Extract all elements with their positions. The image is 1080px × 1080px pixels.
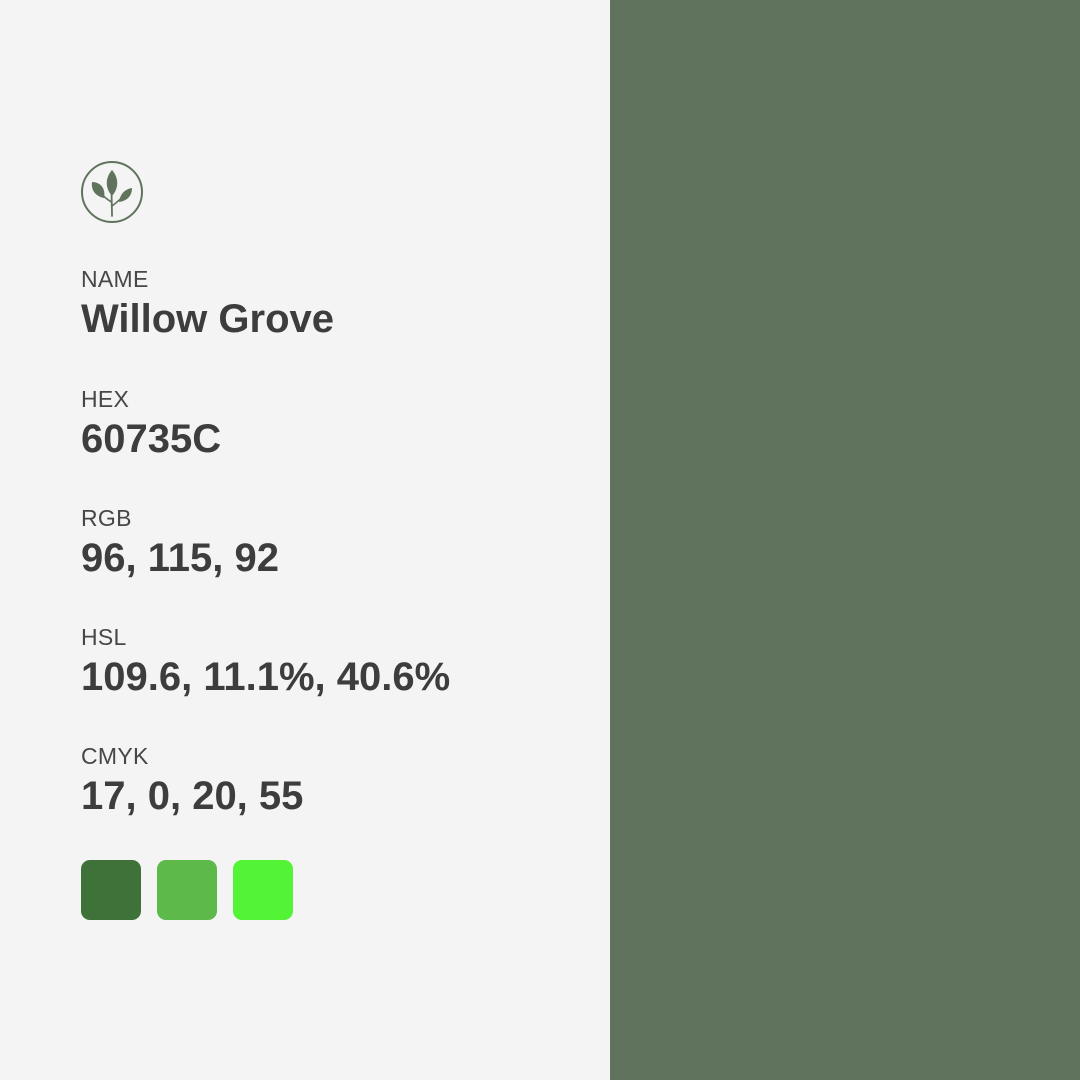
leaf-sprig-icon — [81, 161, 143, 223]
name-label: NAME — [81, 266, 149, 292]
rgb-label: RGB — [81, 505, 132, 531]
hex-field: HEX 60735C — [81, 385, 221, 462]
cmyk-label: CMYK — [81, 743, 149, 769]
name-field: NAME Willow Grove — [81, 265, 334, 342]
hex-value: 60735C — [81, 417, 222, 461]
hsl-value: 109.6, 11.1%, 40.6% — [81, 655, 451, 699]
rgb-field: RGB 96, 115, 92 — [81, 504, 279, 581]
hsl-label: HSL — [81, 624, 127, 650]
swatch-dark[interactable] — [81, 860, 141, 920]
cmyk-field: CMYK 17, 0, 20, 55 — [81, 742, 303, 819]
swatch-medium[interactable] — [157, 860, 217, 920]
swatch-bright[interactable] — [233, 860, 293, 920]
hex-label: HEX — [81, 386, 130, 412]
color-preview-block — [610, 0, 1080, 1080]
logo — [80, 160, 144, 224]
cmyk-value: 17, 0, 20, 55 — [81, 774, 304, 818]
info-panel: NAME Willow Grove HEX 60735C RGB 96, 115… — [80, 160, 451, 920]
hsl-field: HSL 109.6, 11.1%, 40.6% — [81, 623, 450, 700]
swatch-row — [81, 860, 293, 920]
rgb-value: 96, 115, 92 — [81, 536, 279, 580]
name-value: Willow Grove — [81, 297, 335, 341]
